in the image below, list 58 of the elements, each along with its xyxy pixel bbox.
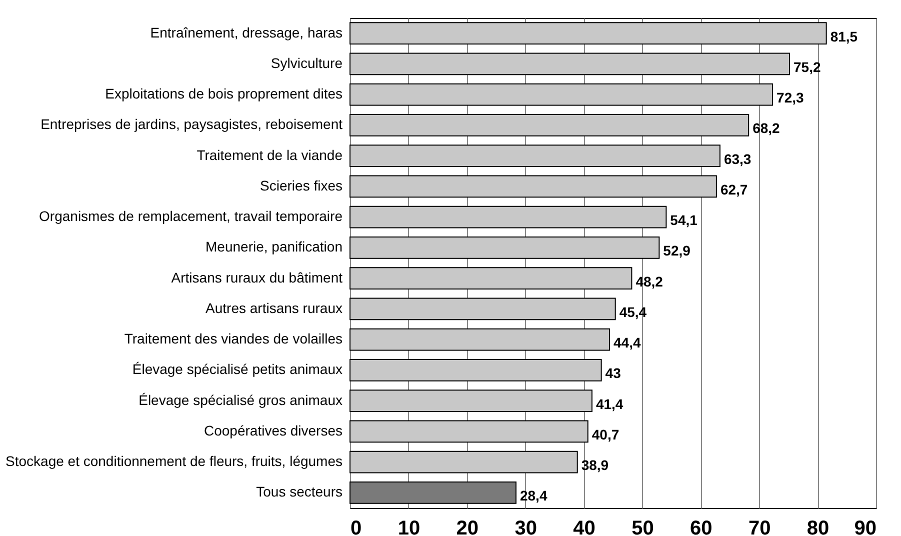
y-tick-label: Scieries fixes [260, 177, 342, 194]
data-label: 44,4 [613, 334, 641, 351]
y-tick-label: Stockage et conditionnement de fleurs, fruits, légumes [6, 453, 342, 470]
bar [350, 481, 516, 504]
y-tick-label: Élevage spécialisé petits animaux [132, 361, 342, 378]
y-tick-label: Traitement des viandes de volailles [124, 330, 342, 347]
bar [350, 114, 750, 136]
bar [350, 450, 578, 474]
y-tick-label: Élevage spécialisé gros animaux [138, 392, 342, 408]
bar [350, 267, 632, 290]
bar [350, 420, 588, 443]
bar [350, 22, 827, 45]
y-tick-label: Entreprises de jardins, paysagistes, reboisement [40, 116, 343, 132]
x-tick-label: 70 [748, 518, 771, 536]
bar [350, 358, 602, 382]
data-label: 62,7 [720, 181, 748, 198]
data-label: 41,4 [596, 396, 624, 412]
data-label: 48,2 [636, 273, 664, 290]
y-tick-label: Coopératives diverses [204, 422, 342, 438]
data-label: 54,1 [670, 212, 698, 228]
x-tick-label: 0 [350, 518, 362, 536]
data-label: 68,2 [752, 120, 780, 136]
data-label: 43 [605, 365, 622, 382]
x-tick-label: 50 [632, 518, 654, 536]
y-tick-label: Organismes de remplacement, travail temporaire [39, 208, 343, 224]
data-label: 63,3 [724, 150, 752, 167]
y-tick-label: Entraînement, dressage, haras [150, 24, 342, 40]
data-label: 28,4 [520, 488, 548, 504]
y-tick-label: Traitement de la viande [196, 146, 343, 163]
y-tick-label: Meunerie, panification [206, 238, 342, 255]
data-label: 40,7 [592, 426, 620, 442]
x-tick-label: 90 [854, 518, 876, 536]
y-tick-label: Tous secteurs [256, 484, 342, 500]
bar [350, 390, 592, 412]
bar [350, 144, 720, 168]
x-tick-label: 10 [398, 518, 420, 536]
bar [350, 298, 616, 320]
x-tick-label: 80 [806, 518, 830, 536]
y-tick-label: Autres artisans ruraux [206, 300, 342, 316]
bar [350, 236, 660, 259]
bar [350, 52, 790, 76]
y-tick-label: Sylviculture [270, 54, 343, 71]
bar [350, 175, 717, 198]
x-tick-label: 40 [573, 518, 596, 536]
bar [350, 328, 610, 351]
x-tick-label: 30 [514, 518, 537, 536]
data-label: 81,5 [830, 28, 858, 44]
data-label: 45,4 [619, 304, 647, 320]
bar [350, 83, 774, 106]
data-label: 72,3 [776, 90, 804, 106]
y-tick-label: Artisans ruraux du bâtiment [171, 269, 343, 286]
x-tick-label: 20 [456, 518, 479, 536]
y-tick-label: Exploitations de bois proprement dites [105, 86, 342, 102]
bar [350, 206, 667, 228]
data-label: 52,9 [663, 242, 691, 259]
x-tick-label: 60 [690, 518, 712, 536]
data-label: 38,9 [581, 457, 609, 474]
data-label: 75,2 [794, 58, 821, 75]
